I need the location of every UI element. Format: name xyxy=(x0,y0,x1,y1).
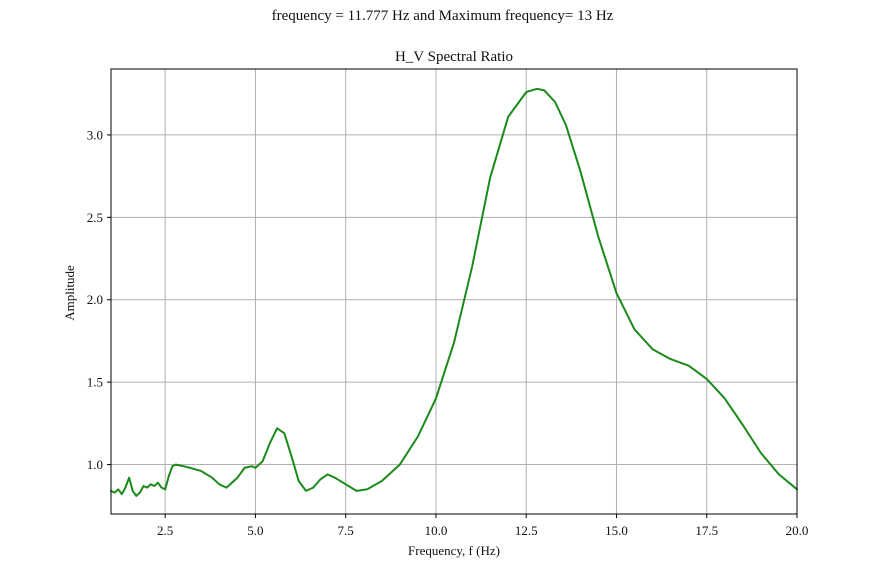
x-tick-label: 2.5 xyxy=(157,523,173,538)
y-axis-ticks: 1.0 1.5 2.0 2.5 3.0 xyxy=(87,127,111,472)
x-tick-label: 7.5 xyxy=(338,523,354,538)
y-tick-label: 1.0 xyxy=(87,457,103,472)
x-tick-label: 20.0 xyxy=(786,523,809,538)
figure-suptitle: frequency = 11.777 Hz and Maximum freque… xyxy=(271,8,614,24)
grid-lines xyxy=(111,69,798,514)
series-line xyxy=(110,87,798,497)
x-tick-label: 17.5 xyxy=(695,523,718,538)
x-tick-label: 10.0 xyxy=(425,523,448,538)
y-tick-label: 2.5 xyxy=(87,210,103,225)
y-tick-label: 2.0 xyxy=(87,292,103,307)
x-tick-label: 15.0 xyxy=(605,523,628,538)
y-tick-label: 1.5 xyxy=(87,375,103,390)
y-axis-label: Amplitude xyxy=(62,265,77,321)
x-axis-label: Frequency, f (Hz) xyxy=(408,543,500,558)
x-axis-ticks: 2.5 5.0 7.5 10.0 12.5 15.0 17.5 20.0 xyxy=(157,514,808,538)
chart-title: H_V Spectral Ratio xyxy=(395,49,513,65)
x-tick-label: 12.5 xyxy=(515,523,538,538)
y-tick-label: 3.0 xyxy=(87,127,103,142)
x-tick-label: 5.0 xyxy=(247,523,263,538)
plot-area-frame xyxy=(110,68,798,515)
